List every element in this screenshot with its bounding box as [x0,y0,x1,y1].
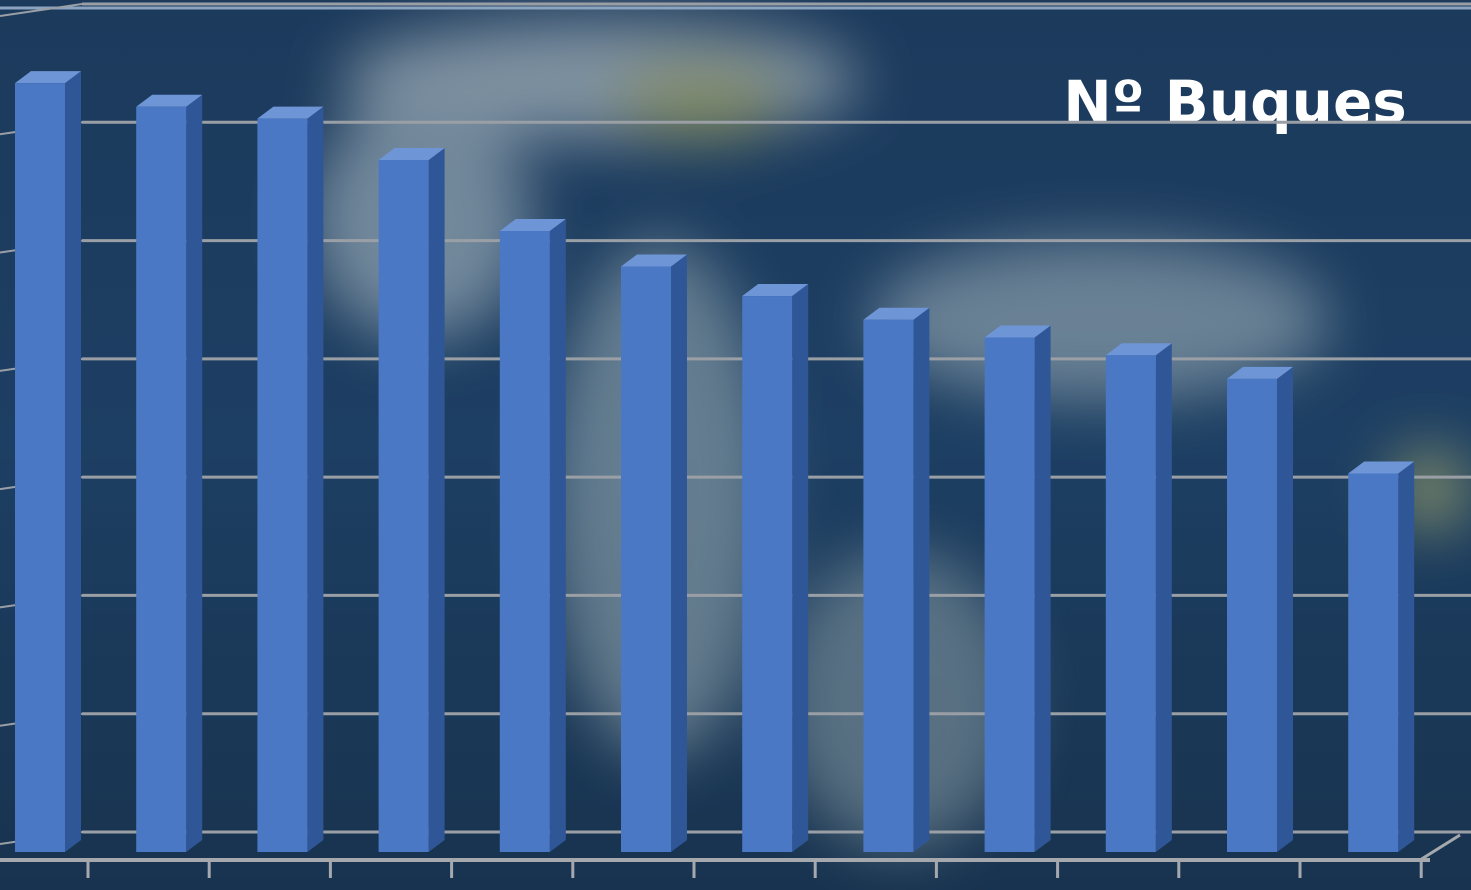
bar [1105,343,1172,852]
bar [378,148,445,852]
bar-top [984,325,1051,338]
bar-top [378,148,445,161]
bar [742,284,809,852]
bar-side [1155,343,1172,852]
bar-side [792,284,809,852]
bar-side [1277,366,1293,852]
bar-side [1398,461,1415,852]
bar-side [186,94,203,853]
bar-top [742,284,809,297]
bar [1348,461,1415,852]
bar [1227,366,1293,852]
bar-front [15,83,65,852]
bar-side [671,254,687,852]
bar-top [863,307,930,320]
bar-side [1034,325,1051,852]
bar-front [863,319,914,852]
bar-side [428,148,445,852]
chart-title: Nº Buques [1063,68,1407,136]
bar-side [549,219,566,852]
bar-side [65,71,81,852]
bar-top [1105,343,1172,356]
bar-front [1227,378,1277,852]
bar-front [499,231,550,852]
bar-top [15,71,81,84]
bar-front [984,337,1035,852]
bar-top [1227,366,1293,379]
grid-line-stub [0,3,83,17]
bar [136,94,203,853]
bar-side [307,106,324,853]
bar-front [621,266,671,852]
bar-top [257,106,324,119]
bar-front [1348,473,1399,852]
bar-front [136,106,187,853]
floor-edge [1419,833,1461,862]
bar [15,71,81,852]
bar-front [742,296,793,852]
bar [257,106,324,853]
bar-front [1105,355,1156,852]
bar [863,307,930,852]
bar-top [136,94,203,107]
bar-top [1348,461,1415,474]
bar-side [913,307,930,852]
bar [621,254,687,852]
bar-front [257,118,308,853]
bar-top [499,219,566,231]
bar [984,325,1051,852]
bar-top [621,254,687,267]
bar-front [378,160,429,852]
bar [499,219,566,852]
